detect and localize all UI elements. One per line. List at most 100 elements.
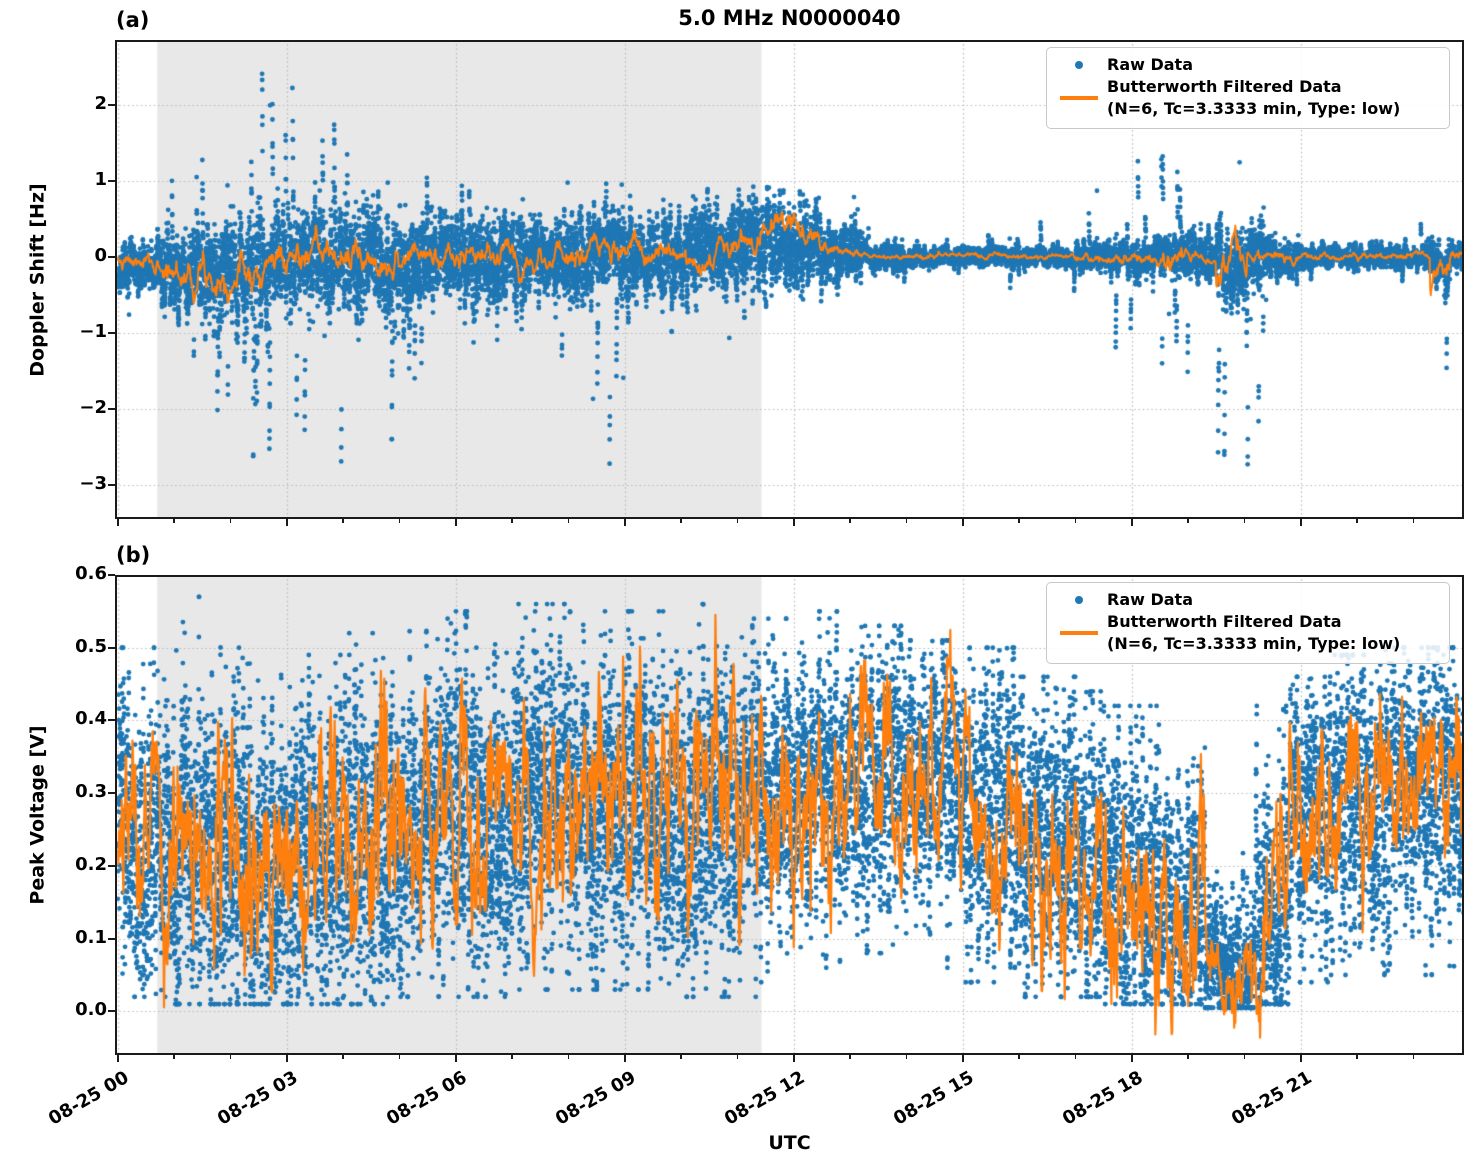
x-minor-tick-mark xyxy=(342,519,344,523)
x-minor-tick-mark xyxy=(1187,1055,1189,1059)
x-major-tick-mark xyxy=(285,519,288,526)
y-tick-label: 0.4 xyxy=(75,708,107,730)
x-major-tick-mark xyxy=(1299,519,1302,526)
y-tick-label: 1 xyxy=(94,168,107,190)
x-minor-tick-mark xyxy=(398,1055,401,1059)
y-tick-label: 0 xyxy=(94,244,107,266)
x-minor-tick-mark xyxy=(567,519,570,523)
x-minor-tick-mark xyxy=(342,1055,344,1059)
raw-data-dot-icon xyxy=(1075,596,1083,604)
x-minor-tick-mark xyxy=(1356,519,1358,523)
legend-b-raw-row: Raw Data xyxy=(1051,589,1445,611)
x-major-tick-mark xyxy=(1130,1055,1133,1062)
x-minor-tick-mark xyxy=(229,1055,232,1059)
x-minor-tick-mark xyxy=(736,1055,739,1059)
x-minor-tick-mark xyxy=(511,1055,513,1059)
x-minor-tick-mark xyxy=(1074,1055,1077,1059)
y-tick-label: −1 xyxy=(79,320,107,342)
y-tick-label: 0.6 xyxy=(75,563,107,584)
filtered-line-icon xyxy=(1060,631,1098,635)
y-tick-mark xyxy=(108,483,115,486)
y-tick-mark xyxy=(108,103,115,106)
y-axis-label-voltage: Peak Voltage [V] xyxy=(27,725,50,905)
x-major-tick-mark xyxy=(1299,1055,1302,1062)
x-major-tick-mark xyxy=(792,1055,795,1062)
y-tick-label: −2 xyxy=(79,396,107,418)
x-major-tick-mark xyxy=(961,1055,964,1062)
x-minor-tick-mark xyxy=(173,519,175,523)
y-tick-mark xyxy=(108,792,115,795)
y-tick-mark xyxy=(108,179,115,182)
x-minor-tick-mark xyxy=(229,519,232,523)
x-minor-tick-mark xyxy=(1356,1055,1358,1059)
x-major-tick-mark xyxy=(285,1055,288,1062)
y-tick-mark xyxy=(108,937,115,940)
legend-a-raw-marker-cell xyxy=(1051,61,1107,69)
x-minor-tick-mark xyxy=(1018,1055,1020,1059)
x-minor-tick-mark xyxy=(1074,519,1077,523)
x-minor-tick-mark xyxy=(1243,519,1246,523)
legend-b-raw-label: Raw Data xyxy=(1107,590,1193,609)
x-major-tick-mark xyxy=(116,519,119,526)
legend-b-raw-marker-cell xyxy=(1051,596,1107,604)
x-major-tick-mark xyxy=(792,519,795,526)
legend-a: Raw Data Butterworth Filtered Data (N=6, … xyxy=(1046,47,1450,129)
figure-title: 5.0 MHz N0000040 xyxy=(678,6,901,30)
y-tick-label: 2 xyxy=(94,92,107,114)
y-tick-label: −3 xyxy=(79,472,107,494)
y-tick-mark xyxy=(108,719,115,722)
x-minor-tick-mark xyxy=(1187,519,1189,523)
x-minor-tick-mark xyxy=(398,519,401,523)
y-tick-label: 0.0 xyxy=(75,999,107,1021)
x-minor-tick-mark xyxy=(1412,519,1415,523)
y-tick-mark xyxy=(108,864,115,867)
legend-b: Raw Data Butterworth Filtered Data (N=6, … xyxy=(1046,582,1450,664)
y-axis-label-doppler: Doppler Shift [Hz] xyxy=(27,182,49,377)
x-minor-tick-mark xyxy=(1412,1055,1415,1059)
x-minor-tick-mark xyxy=(1243,1055,1246,1059)
legend-b-filtered-label-line2: (N=6, Tc=3.3333 min, Type: low) xyxy=(1107,634,1401,653)
legend-a-filtered-label-line1: Butterworth Filtered Data xyxy=(1107,77,1342,96)
y-tick-mark xyxy=(108,1010,115,1013)
x-minor-tick-mark xyxy=(1018,519,1020,523)
x-major-tick-mark xyxy=(961,519,964,526)
raw-data-dot-icon xyxy=(1075,61,1083,69)
x-tick-label: 08-25 00 xyxy=(44,1067,133,1130)
x-minor-tick-mark xyxy=(680,519,682,523)
y-tick-label: 0.5 xyxy=(75,635,107,657)
x-major-tick-mark xyxy=(454,1055,457,1062)
filtered-line-icon xyxy=(1060,96,1098,100)
legend-a-raw-row: Raw Data xyxy=(1051,54,1445,76)
x-major-tick-mark xyxy=(1130,519,1133,526)
legend-b-filtered-label-line1: Butterworth Filtered Data xyxy=(1107,612,1342,631)
y-tick-mark xyxy=(108,331,115,334)
legend-b-filtered-label: Butterworth Filtered Data (N=6, Tc=3.3333… xyxy=(1107,611,1400,655)
legend-a-filtered-label-line2: (N=6, Tc=3.3333 min, Type: low) xyxy=(1107,99,1401,118)
legend-a-filtered-label: Butterworth Filtered Data (N=6, Tc=3.3333… xyxy=(1107,76,1400,120)
x-major-tick-mark xyxy=(623,1055,626,1062)
x-axis-label: UTC xyxy=(768,1132,811,1154)
y-tick-label: 0.3 xyxy=(75,781,107,803)
y-tick-label: 0.2 xyxy=(75,853,107,875)
x-minor-tick-mark xyxy=(511,519,513,523)
panel-label-b: (b) xyxy=(116,543,151,567)
legend-b-filtered-marker-cell xyxy=(1051,631,1107,635)
x-minor-tick-mark xyxy=(849,519,851,523)
x-minor-tick-mark xyxy=(905,1055,908,1059)
y-tick-mark xyxy=(108,407,115,410)
legend-b-filtered-row: Butterworth Filtered Data (N=6, Tc=3.3333… xyxy=(1051,611,1445,655)
x-major-tick-mark xyxy=(116,1055,119,1062)
y-tick-mark xyxy=(108,646,115,649)
legend-a-filtered-marker-cell xyxy=(1051,96,1107,100)
x-minor-tick-mark xyxy=(173,1055,175,1059)
x-major-tick-mark xyxy=(454,519,457,526)
x-minor-tick-mark xyxy=(567,1055,570,1059)
x-minor-tick-mark xyxy=(680,1055,682,1059)
panel-label-a: (a) xyxy=(116,8,150,32)
x-minor-tick-mark xyxy=(849,1055,851,1059)
x-major-tick-mark xyxy=(623,519,626,526)
x-minor-tick-mark xyxy=(905,519,908,523)
legend-a-raw-label: Raw Data xyxy=(1107,55,1193,74)
y-tick-mark xyxy=(108,574,115,576)
